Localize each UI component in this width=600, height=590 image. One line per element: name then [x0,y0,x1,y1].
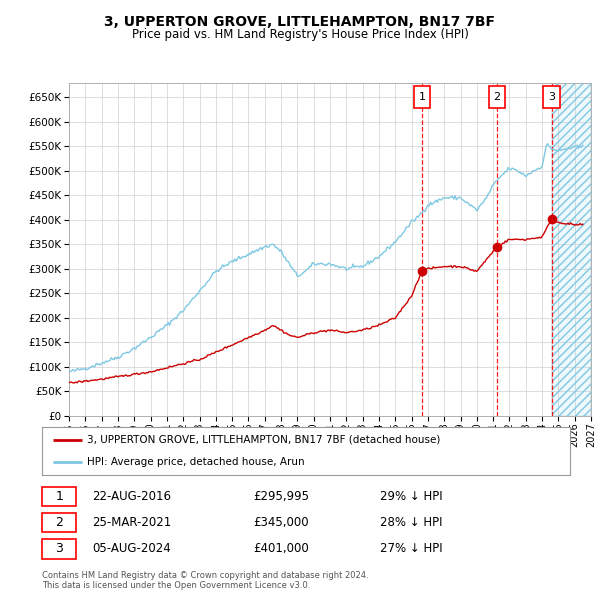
Text: £401,000: £401,000 [253,542,309,555]
Bar [488,86,505,107]
Bar [544,86,560,107]
Text: Contains HM Land Registry data © Crown copyright and database right 2024.: Contains HM Land Registry data © Crown c… [42,571,368,580]
FancyBboxPatch shape [42,487,76,506]
Text: 2: 2 [55,516,63,529]
Bar [413,86,430,107]
Text: £345,000: £345,000 [253,516,309,529]
Text: HPI: Average price, detached house, Arun: HPI: Average price, detached house, Arun [87,457,305,467]
FancyBboxPatch shape [42,513,76,532]
FancyBboxPatch shape [42,539,76,559]
Bar [551,83,591,416]
Text: This data is licensed under the Open Government Licence v3.0.: This data is licensed under the Open Gov… [42,581,310,589]
Text: 22-AUG-2016: 22-AUG-2016 [92,490,171,503]
Text: 3, UPPERTON GROVE, LITTLEHAMPTON, BN17 7BF: 3, UPPERTON GROVE, LITTLEHAMPTON, BN17 7… [104,15,496,30]
Text: 1: 1 [55,490,63,503]
Text: 3: 3 [55,542,63,555]
Text: £295,995: £295,995 [253,490,309,503]
Text: 3, UPPERTON GROVE, LITTLEHAMPTON, BN17 7BF (detached house): 3, UPPERTON GROVE, LITTLEHAMPTON, BN17 7… [87,435,440,445]
Text: 3: 3 [548,92,555,101]
Text: 29% ↓ HPI: 29% ↓ HPI [380,490,443,503]
Bar [551,83,591,416]
Text: 28% ↓ HPI: 28% ↓ HPI [380,516,442,529]
Text: 05-AUG-2024: 05-AUG-2024 [92,542,171,555]
Text: 27% ↓ HPI: 27% ↓ HPI [380,542,443,555]
Text: 2: 2 [493,92,500,101]
Text: 25-MAR-2021: 25-MAR-2021 [92,516,172,529]
Text: Price paid vs. HM Land Registry's House Price Index (HPI): Price paid vs. HM Land Registry's House … [131,28,469,41]
Text: 1: 1 [419,92,425,101]
